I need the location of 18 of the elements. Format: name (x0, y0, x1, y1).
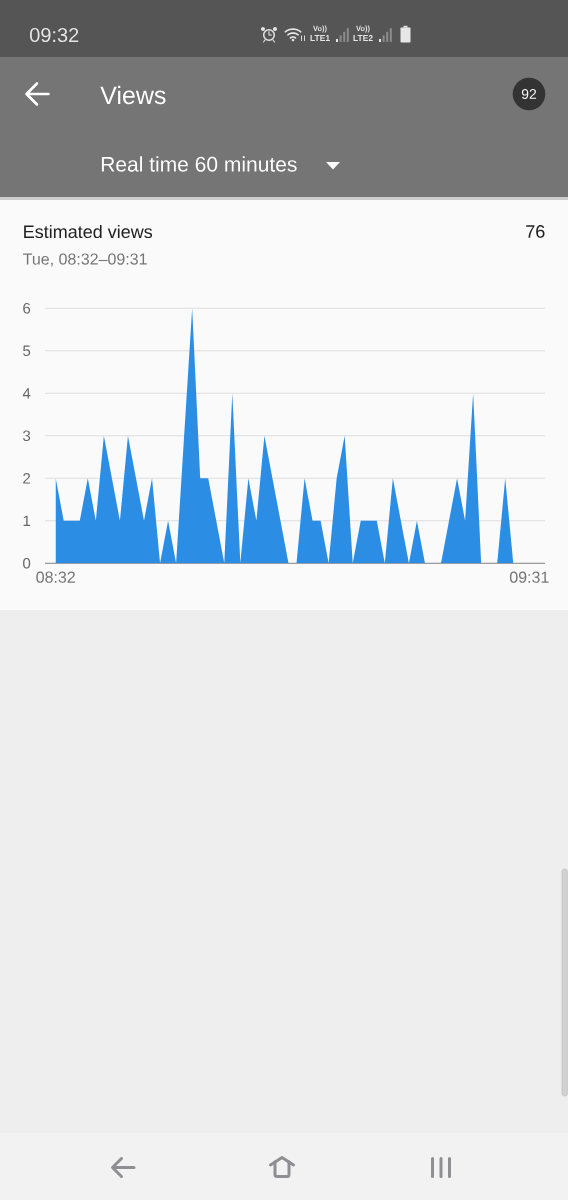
text: 92 (521, 89, 537, 99)
y-tick-label: 0 (23, 557, 31, 569)
y-tick-label: 3 (23, 430, 31, 442)
text: 09:32 (29, 27, 79, 43)
chart-title: Estimated views (24, 224, 153, 239)
text: Views (100, 85, 166, 105)
text: 76 (526, 225, 545, 238)
y-tick-label: 2 (23, 473, 31, 484)
y-tick-label: 5 (23, 345, 31, 357)
text: LTE2 (353, 35, 373, 41)
text: LTE1 (310, 35, 330, 41)
y-tick-label: 6 (23, 302, 31, 314)
x-tick-label: 09:31 (509, 571, 549, 583)
chart-subtitle: Tue, 08:32–09:31 (23, 253, 147, 267)
x-tick-label: 08:32 (36, 571, 75, 583)
text: Real time 60 minutes (101, 156, 297, 172)
y-tick-label: 4 (22, 388, 31, 399)
y-tick-label: 1 (23, 515, 31, 526)
